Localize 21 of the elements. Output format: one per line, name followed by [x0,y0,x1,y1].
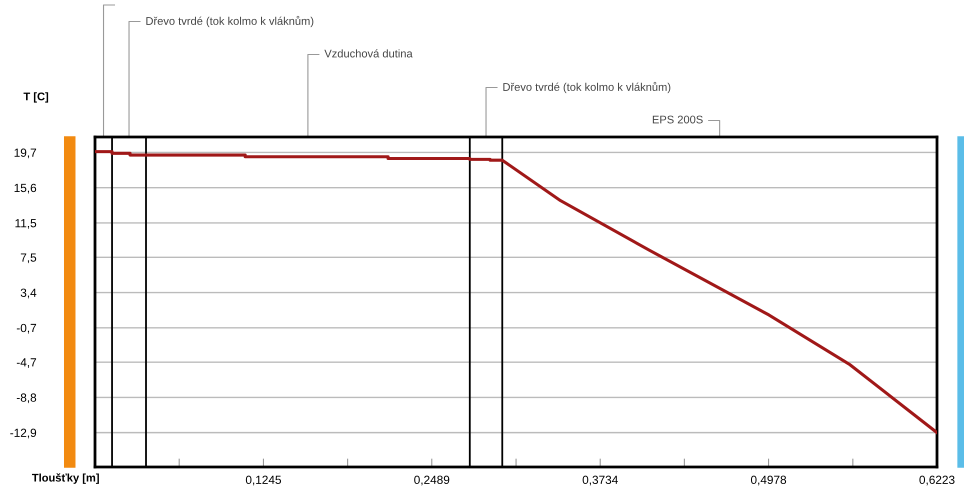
text: Dřevo tvrdé (tok kolmo k vláknům) [503,82,670,94]
text: EPS 200S [652,116,703,124]
y-tick-label: 15,6 [14,184,36,194]
y-tick-label: 19,7 [14,148,36,158]
text: Vzduchová dutina [324,49,413,58]
x-tick-label: 0,1245 [246,476,282,486]
x-tick-label: 0,3734 [582,476,618,486]
y-axis-title: T [C] [24,92,48,103]
line-series [95,150,937,434]
y-tick-label: 7,5 [20,253,36,264]
y-tick-label: 11,5 [15,219,36,229]
x-tick-label: 0,6223 [919,476,955,486]
x-axis-title: Tloušťky [m] [32,473,99,484]
text: Dřevo tvrdé (tok kolmo k vláknům) [146,16,314,28]
y-tick-label: -0,7 [16,324,36,334]
y-tick-label: -4,7 [16,358,36,368]
y-tick-label: -8,8 [16,393,36,404]
y-tick-label: -12,9 [10,428,36,438]
x-tick-label: 0,4978 [750,476,786,486]
x-tick-label: 0,2489 [414,476,450,486]
y-tick-label: 3,4 [20,288,36,298]
